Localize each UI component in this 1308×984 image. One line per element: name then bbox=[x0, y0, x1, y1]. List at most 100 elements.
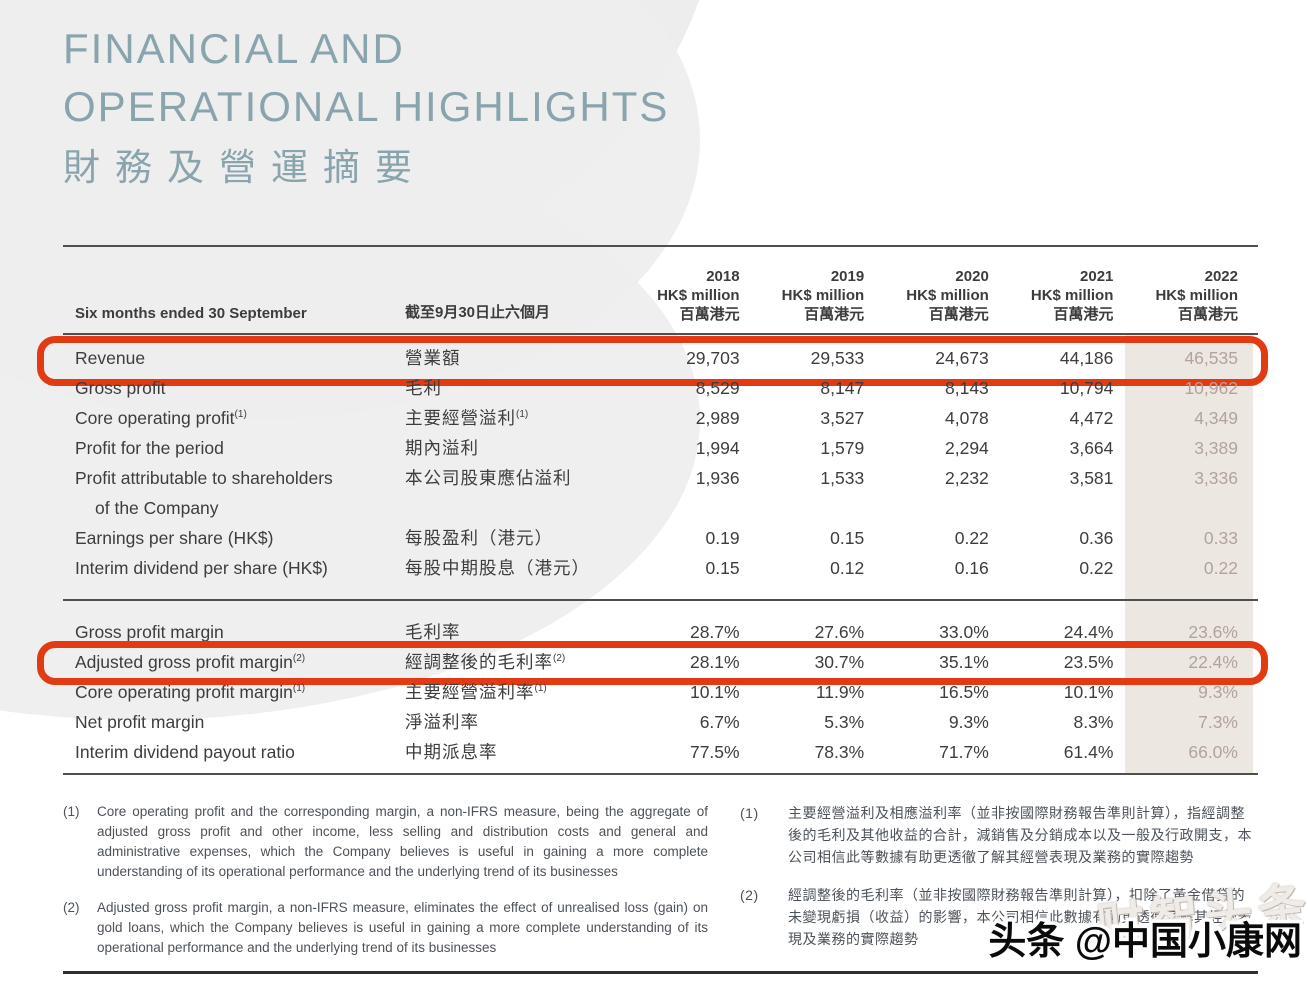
row-label-en: Gross profit bbox=[75, 373, 405, 403]
table-body: Revenue 營業額 29,703 29,533 24,673 44,186 46,535… bbox=[37, 335, 1268, 773]
table-top-border bbox=[63, 245, 1258, 247]
unit-label-en: HK$ million bbox=[1155, 287, 1238, 304]
value-cell-2019: 5.3% bbox=[824, 712, 865, 732]
title-line-1: FINANCIAL AND bbox=[63, 25, 405, 72]
row-label-en-text: Earnings per share (HK$) bbox=[75, 528, 274, 548]
value-cell-2022: 46,535 bbox=[1184, 348, 1238, 368]
row-label-en-text: Gross profit bbox=[75, 378, 166, 398]
value-cell-2021: 10.1% bbox=[1063, 682, 1114, 702]
unit-label-zh: 百萬港元 bbox=[804, 306, 865, 323]
highlights-table: Six months ended 30 September 截至9月30日止六個… bbox=[37, 245, 1268, 775]
row-label-zh-text: 主要經營溢利率 bbox=[405, 682, 535, 702]
row-label-zh-text: 淨溢利率 bbox=[405, 712, 479, 732]
page-title: FINANCIAL AND OPERATIONAL HIGHLIGHTS 財務及… bbox=[63, 20, 669, 192]
table-row: Interim dividend per share (HK$) 每股中期股息（港… bbox=[63, 553, 1258, 583]
footnote-number: (1) bbox=[740, 805, 759, 821]
row-label-zh-text: 期內溢利 bbox=[405, 438, 479, 458]
footnote-number: (2) bbox=[63, 900, 80, 915]
row-label-en-text: Profit attributable to shareholders bbox=[75, 468, 333, 488]
row-label-en: Revenue bbox=[75, 343, 405, 373]
row-label-en-text: Gross profit margin bbox=[75, 622, 224, 642]
footnote-text: 主要經營溢利及相應溢利率（並非按國際財務報告準則計算），指經調整後的毛利及其他收… bbox=[788, 805, 1252, 865]
value-cell-2019: 78.3% bbox=[814, 742, 865, 762]
row-label-zh: 經調整後的毛利率(2) bbox=[405, 647, 623, 677]
value-cell-2020: 16.5% bbox=[939, 682, 989, 702]
header-underline bbox=[63, 333, 1258, 335]
value-cell-2019: 11.9% bbox=[815, 682, 865, 702]
year-label: 2021 bbox=[1080, 268, 1114, 285]
row-label-zh-text: 經調整後的毛利率 bbox=[405, 652, 553, 672]
title-chinese: 財務及營運摘要 bbox=[63, 147, 427, 188]
table-row: Profit attributable to shareholders of th… bbox=[63, 463, 1258, 523]
value-cell-2019: 1,579 bbox=[820, 438, 865, 458]
row-label-en: Interim dividend per share (HK$) bbox=[75, 553, 405, 583]
footnote-ref: (1) bbox=[234, 409, 247, 421]
table-row: Net profit margin 淨溢利率 6.7% 5.3% 9.3% 8.3% 7.3… bbox=[63, 707, 1258, 737]
watermark: 头条 @中国小康网 bbox=[985, 917, 1306, 967]
period-header-en: Six months ended 30 September bbox=[75, 305, 307, 322]
value-cell-2018: 6.7% bbox=[699, 712, 740, 732]
value-cell-2019: 0.15 bbox=[830, 528, 865, 548]
value-cell-2022: 23.6% bbox=[1188, 622, 1238, 642]
row-label-zh-text: 主要經營溢利 bbox=[405, 408, 516, 428]
row-label-zh: 毛利率 bbox=[405, 617, 623, 647]
value-cell-2020: 24,673 bbox=[935, 348, 989, 368]
value-cell-2018: 0.19 bbox=[705, 528, 740, 548]
footnote-text: Adjusted gross profit margin, a non-IFRS… bbox=[97, 900, 708, 955]
value-cell-2018: 1,936 bbox=[695, 468, 740, 488]
value-cell-2019: 0.12 bbox=[830, 558, 865, 578]
row-label-zh: 毛利 bbox=[405, 373, 623, 403]
footnote-ref: (2) bbox=[292, 653, 306, 665]
value-cell-2019: 30.7% bbox=[814, 652, 865, 672]
footnotes-chinese: (1) 主要經營溢利及相應溢利率（並非按國際財務報告準則計算），指經調整後的毛利… bbox=[740, 802, 1258, 974]
row-label-zh: 每股盈利（港元） bbox=[405, 523, 623, 553]
value-cell-2019: 8,147 bbox=[820, 378, 865, 398]
footnote-1-en: (1) Core operating profit and the corres… bbox=[63, 802, 708, 882]
row-label-en-line2: of the Company bbox=[95, 498, 219, 518]
value-cell-2020: 0.16 bbox=[954, 558, 989, 578]
row-label-zh-text: 毛利率 bbox=[405, 622, 461, 642]
value-cell-2019: 27.6% bbox=[814, 622, 865, 642]
page-bottom-rule bbox=[63, 971, 1258, 974]
table-section-amounts: Revenue 營業額 29,703 29,533 24,673 44,186 46,535… bbox=[37, 335, 1268, 599]
unit-label-en: HK$ million bbox=[1030, 287, 1114, 304]
unit-label-zh: 百萬港元 bbox=[928, 306, 989, 323]
value-cell-2021: 61.4% bbox=[1063, 742, 1114, 762]
unit-label-en: HK$ million bbox=[906, 287, 989, 304]
row-label-en: Earnings per share (HK$) bbox=[75, 523, 405, 553]
value-cell-2018: 2,989 bbox=[695, 408, 740, 428]
value-cell-2018: 28.7% bbox=[689, 622, 740, 642]
value-cell-2018: 77.5% bbox=[689, 742, 740, 762]
value-cell-2020: 71.7% bbox=[939, 742, 989, 762]
table-bottom-border bbox=[63, 773, 1258, 775]
footnote-text: Core operating profit and the correspond… bbox=[97, 804, 708, 879]
table-row: Profit for the period 期內溢利 1,994 1,579 2,294… bbox=[63, 433, 1258, 463]
value-cell-2021: 0.22 bbox=[1079, 558, 1114, 578]
row-label-en-text: Core operating profit margin bbox=[75, 682, 293, 702]
table-row: Adjusted gross profit margin(2) 經調整後的毛利率(… bbox=[37, 641, 1268, 685]
row-label-en: Profit for the period bbox=[75, 433, 405, 463]
table-header-row: Six months ended 30 September 截至9月30日止六個… bbox=[63, 247, 1258, 333]
value-cell-2019: 1,533 bbox=[820, 468, 865, 488]
year-column-header-2018: 2018 HK$ million 百萬港元 bbox=[623, 267, 748, 324]
row-label-en-text: Revenue bbox=[75, 348, 146, 368]
unit-label-zh: 百萬港元 bbox=[1053, 306, 1114, 323]
column-2022-highlight-band bbox=[1125, 335, 1253, 773]
row-label-zh-text: 中期派息率 bbox=[405, 742, 498, 762]
row-label-zh: 主要經營溢利率(1) bbox=[405, 677, 623, 707]
table-row: Gross profit margin 毛利率 28.7% 27.6% 33.0% 24.… bbox=[63, 617, 1258, 647]
row-label-zh: 期內溢利 bbox=[405, 433, 623, 463]
value-cell-2018: 0.15 bbox=[705, 558, 740, 578]
value-cell-2022: 66.0% bbox=[1188, 742, 1238, 762]
section-divider bbox=[63, 599, 1258, 601]
year-column-header-2020: 2020 HK$ million 百萬港元 bbox=[872, 267, 997, 324]
value-cell-2020: 2,294 bbox=[945, 438, 989, 458]
row-label-en-text: Interim dividend per share (HK$) bbox=[75, 558, 328, 578]
value-cell-2020: 33.0% bbox=[939, 622, 989, 642]
row-label-en: Interim dividend payout ratio bbox=[75, 737, 405, 767]
value-cell-2021: 0.36 bbox=[1079, 528, 1114, 548]
row-label-en-text: Net profit margin bbox=[75, 712, 205, 732]
value-cell-2020: 35.1% bbox=[939, 652, 989, 672]
title-line-2: OPERATIONAL HIGHLIGHTS bbox=[63, 83, 670, 130]
year-column-header-2021: 2021 HK$ million 百萬港元 bbox=[997, 267, 1122, 324]
